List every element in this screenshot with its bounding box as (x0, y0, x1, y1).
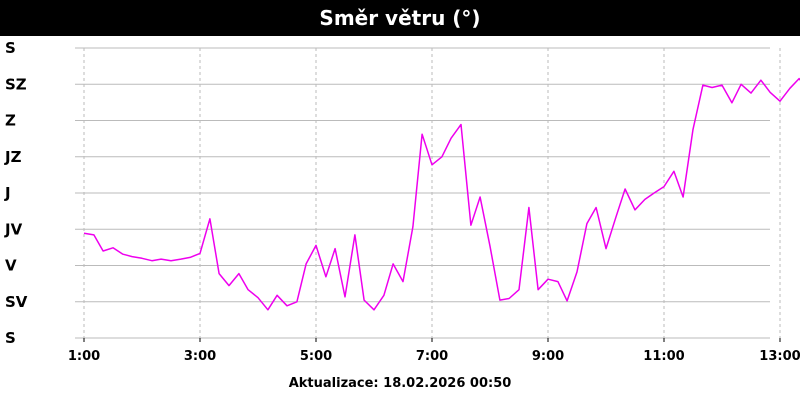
x-tick-label: 3:00 (184, 349, 216, 364)
y-tick-label: JZ (4, 148, 22, 166)
x-tick-label: 11:00 (643, 349, 684, 364)
y-tick-labels: S SZ Z JZ J JV V SV S (4, 39, 28, 347)
series-line (83, 77, 800, 311)
x-tick-labels: 1:003:005:007:009:0011:0013:0015:0017:00… (68, 349, 800, 364)
update-timestamp: Aktualizace: 18.02.2026 00:50 (288, 376, 512, 391)
y-tick-label: Z (5, 112, 16, 130)
x-tick-label: 1:00 (68, 349, 100, 364)
x-tick-label: 9:00 (532, 349, 564, 364)
x-tick-label: 5:00 (300, 349, 332, 364)
grid-lines (75, 47, 781, 342)
y-tick-label: S (5, 329, 16, 347)
series-group (83, 77, 800, 311)
y-tick-label: JV (4, 220, 23, 238)
y-tick-label: SZ (5, 75, 27, 93)
x-tick-label: 7:00 (416, 349, 448, 364)
x-tick-label: 13:00 (759, 349, 800, 364)
y-tick-label: J (4, 184, 11, 202)
y-tick-label: SV (5, 293, 28, 311)
y-tick-label: S (5, 39, 16, 57)
chart-title: Směr větru (°) (0, 0, 800, 36)
y-tick-label: V (5, 257, 17, 275)
